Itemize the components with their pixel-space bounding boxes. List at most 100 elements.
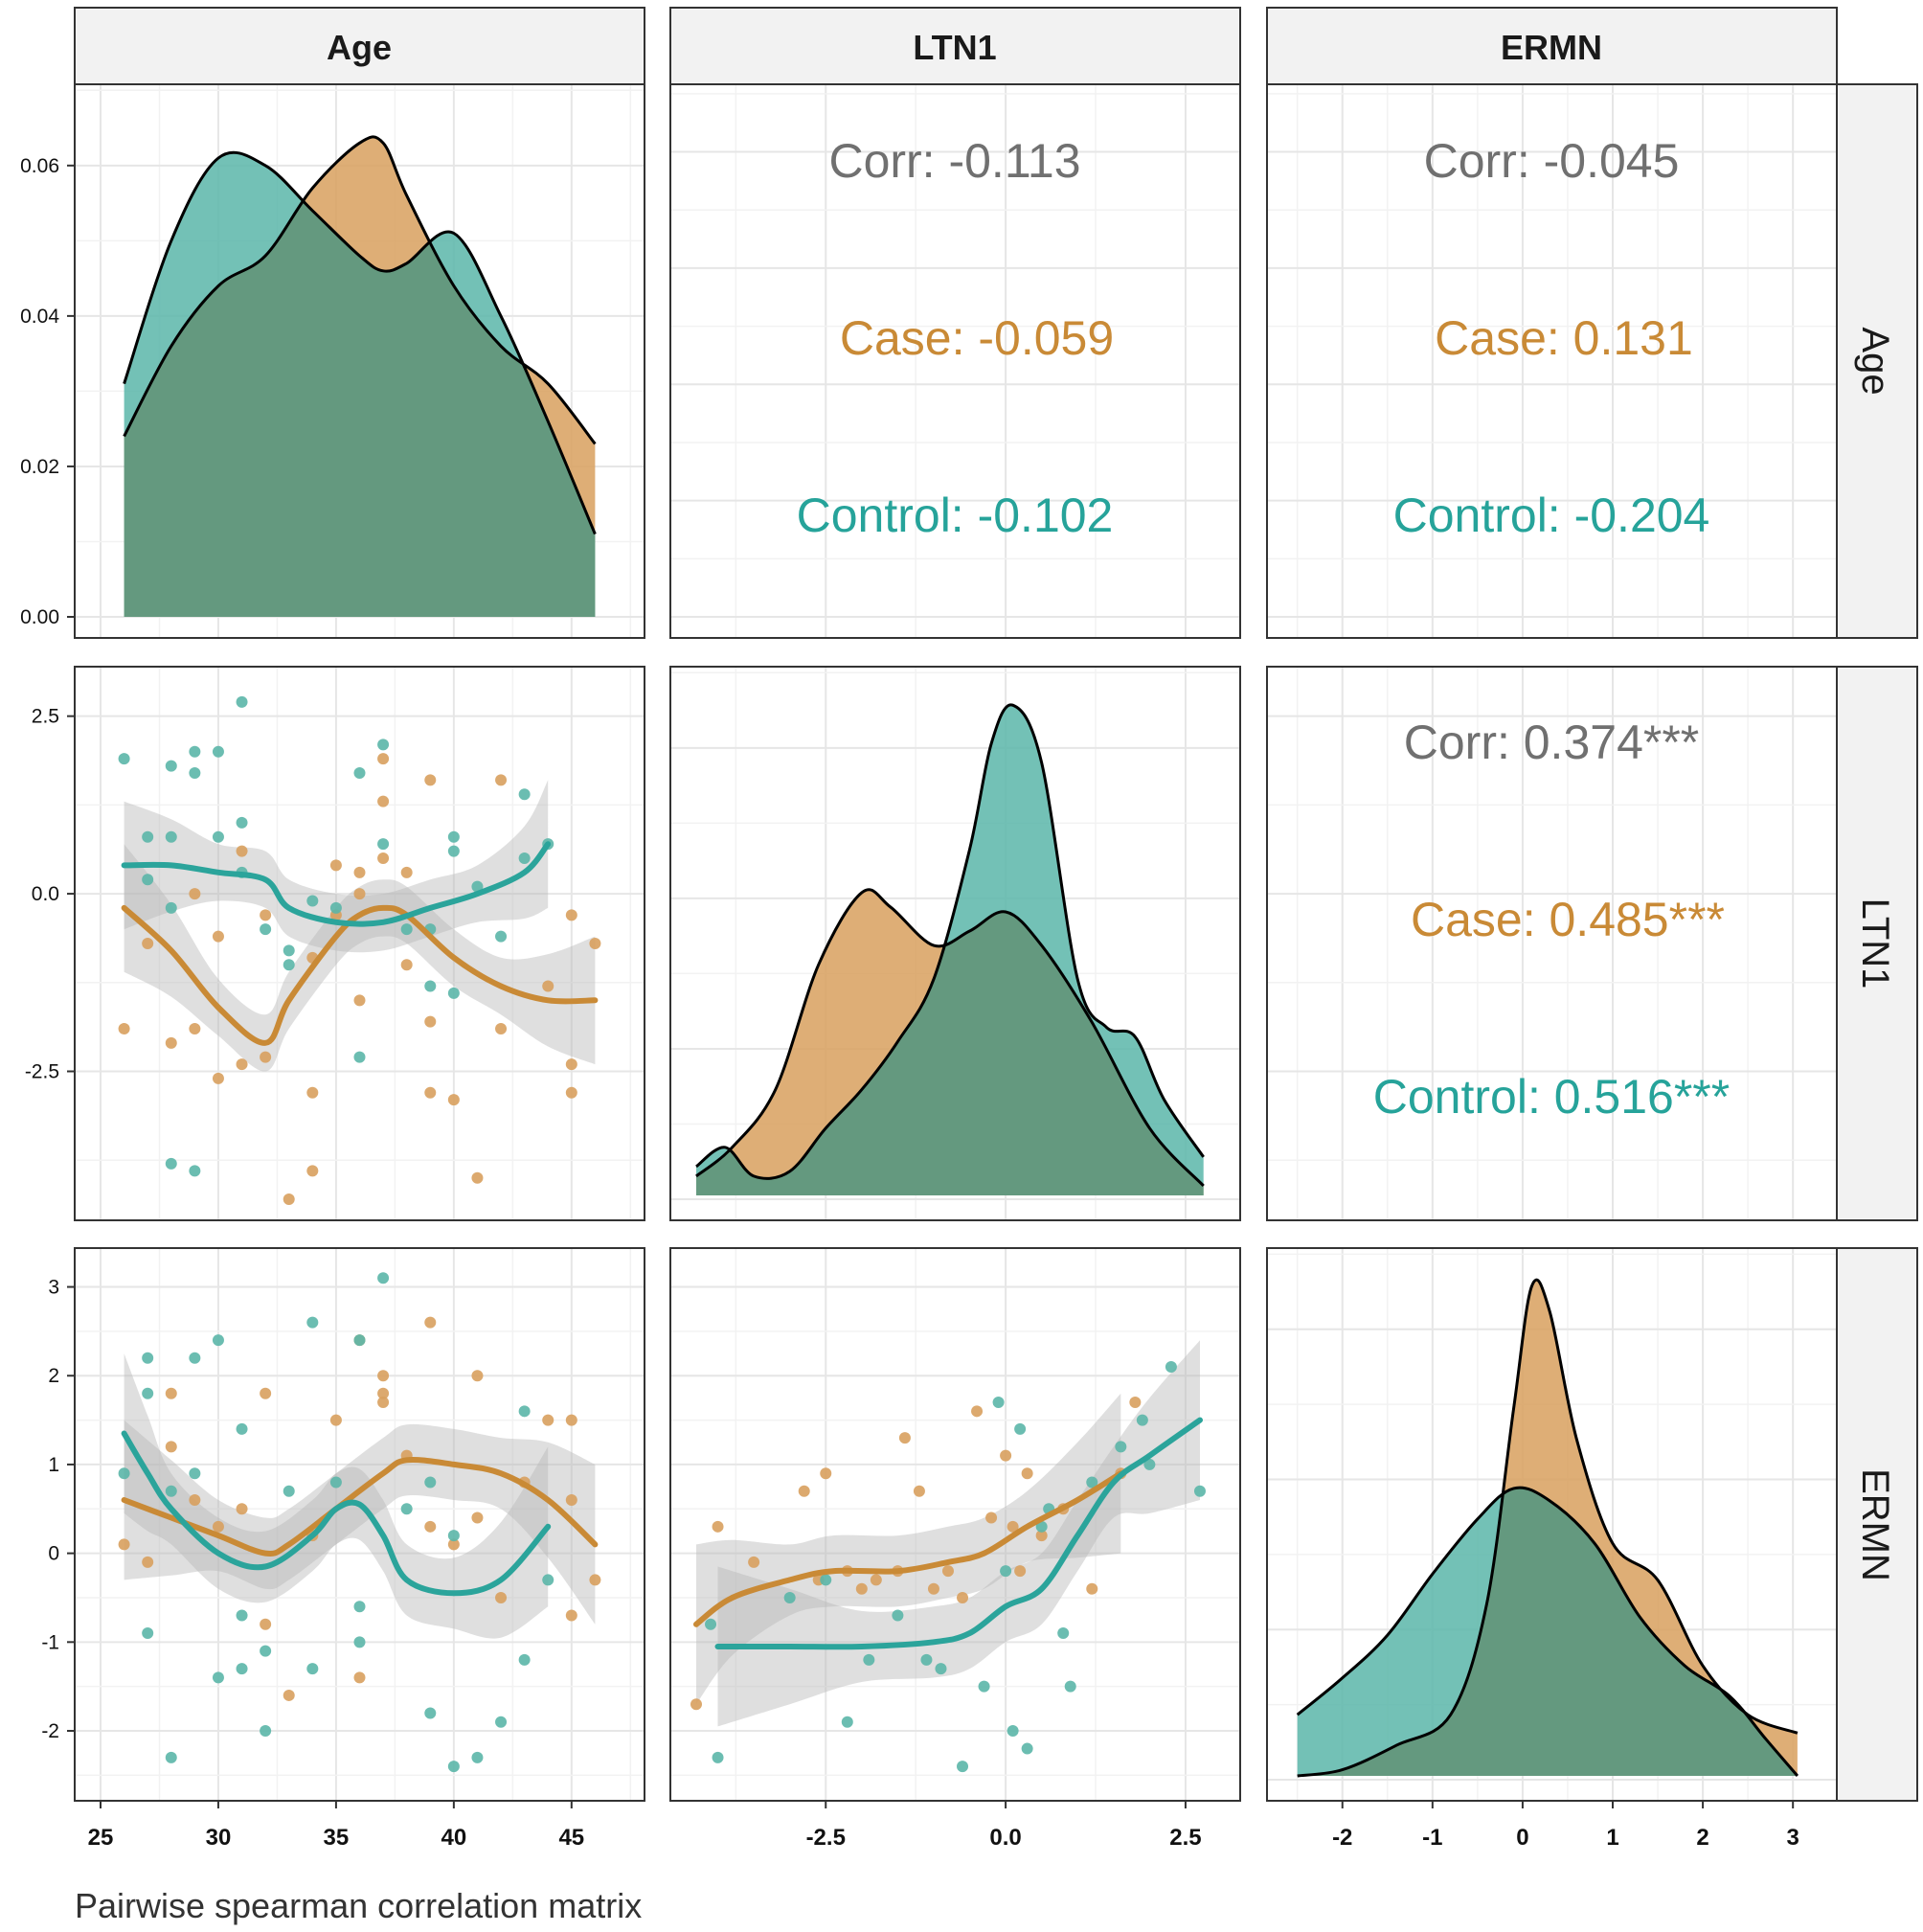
point-case — [971, 1405, 984, 1418]
point-control — [306, 1663, 319, 1675]
point-control — [1035, 1520, 1048, 1533]
point-control — [236, 816, 248, 829]
point-case — [927, 1582, 939, 1595]
strip-ltn1-right: LTN1 — [1854, 898, 1896, 989]
point-case — [565, 1058, 577, 1071]
point-control — [142, 1627, 154, 1640]
right-strips: Age LTN1 ERMN — [1836, 83, 1918, 1802]
y-tick-label: 2.5 — [32, 706, 59, 728]
x-tick-label: 25 — [88, 1825, 114, 1851]
scatter-ermn_vs_ltn1 — [690, 1340, 1206, 1773]
panel-background — [75, 667, 645, 1220]
point-case — [913, 1485, 925, 1497]
point-control — [189, 1165, 201, 1177]
point-control — [212, 1334, 224, 1347]
point-control — [283, 959, 295, 971]
density-case-outline — [1297, 1278, 1799, 1778]
y-tick-label: 2 — [48, 1365, 59, 1387]
point-case — [589, 938, 601, 949]
point-case — [447, 1538, 460, 1551]
point-case — [377, 1387, 390, 1399]
point-case — [353, 994, 366, 1007]
point-case — [495, 774, 508, 786]
point-case — [748, 1556, 760, 1568]
point-case — [329, 859, 342, 872]
point-control — [783, 1591, 796, 1603]
point-control — [841, 1716, 853, 1728]
panel-border — [669, 666, 1241, 1221]
point-control — [236, 1609, 248, 1622]
point-control — [142, 874, 154, 886]
density-ermn — [1296, 1278, 1799, 1778]
panel-background — [670, 84, 1240, 638]
point-control — [353, 1636, 366, 1648]
point-case — [565, 1086, 577, 1099]
corr-control-age-ltn1: Control: -0.102 — [797, 489, 1114, 542]
point-control — [424, 1476, 437, 1489]
corr-overall-ltn1-ermn: Corr: 0.374*** — [1404, 716, 1700, 769]
point-case — [306, 1165, 319, 1177]
smooth-line-case — [693, 1470, 1124, 1627]
point-case — [1014, 1565, 1027, 1578]
confidence-band-control — [717, 1340, 1200, 1727]
point-case — [118, 1538, 130, 1551]
strip-ermn-top-bg — [1266, 7, 1838, 85]
point-control — [920, 1653, 933, 1666]
point-case — [377, 852, 390, 864]
point-case — [118, 1023, 130, 1034]
point-case — [1086, 1582, 1098, 1595]
panel-ltn1-ermn — [1266, 666, 1838, 1221]
point-case — [283, 1193, 295, 1205]
y-tick-label: 0.0 — [32, 883, 59, 905]
point-case — [377, 1370, 390, 1382]
point-case — [353, 888, 366, 900]
figure-caption: Pairwise spearman correlation matrix — [75, 1886, 642, 1925]
panel-background — [1267, 84, 1837, 638]
point-control — [212, 745, 224, 758]
panel-age-ermn — [1266, 83, 1838, 639]
point-control — [165, 1157, 177, 1170]
y-tick-label: 3 — [48, 1277, 59, 1299]
point-control — [212, 1671, 224, 1684]
point-control — [1014, 1422, 1027, 1435]
point-case — [165, 1036, 177, 1049]
point-control — [447, 1761, 460, 1773]
point-case — [798, 1485, 810, 1497]
point-case — [212, 930, 224, 943]
point-control — [165, 901, 177, 914]
point-case — [353, 866, 366, 878]
point-case — [471, 1512, 484, 1524]
point-case — [424, 1520, 437, 1533]
point-control — [353, 767, 366, 779]
point-case — [424, 1086, 437, 1099]
point-control — [892, 1609, 904, 1622]
point-case — [565, 1609, 577, 1622]
point-case — [1035, 1530, 1048, 1542]
x-tick-label: -1 — [1422, 1825, 1442, 1851]
point-control — [1057, 1627, 1070, 1640]
strip-ltn1-right-bg — [1836, 666, 1918, 1221]
point-control — [1115, 1441, 1127, 1453]
smooth-line-control — [714, 1417, 1203, 1650]
y-tick-label: 1 — [48, 1454, 59, 1476]
point-control — [712, 1751, 724, 1763]
point-case — [495, 1023, 508, 1034]
point-case — [589, 1574, 601, 1586]
point-case — [424, 1015, 437, 1028]
point-control — [518, 1653, 531, 1666]
point-case — [260, 1618, 272, 1630]
point-control — [1000, 1565, 1012, 1578]
x-tick-label: 2.5 — [1169, 1825, 1201, 1851]
panel-border — [74, 1247, 645, 1802]
point-control — [353, 1601, 366, 1613]
point-case — [165, 1441, 177, 1453]
point-case — [189, 888, 201, 900]
point-case — [1000, 1449, 1012, 1462]
point-case — [236, 1503, 248, 1515]
point-case — [870, 1574, 882, 1586]
point-control — [377, 838, 390, 851]
confidence-band-case — [124, 1420, 596, 1625]
point-case — [820, 1467, 832, 1480]
point-case — [565, 1494, 577, 1507]
